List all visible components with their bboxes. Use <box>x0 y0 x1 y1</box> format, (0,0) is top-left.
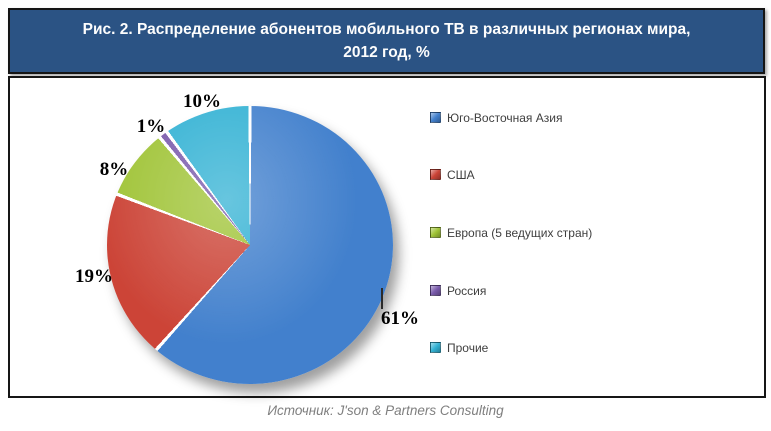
pie-data-label-usa: 19% <box>75 266 113 287</box>
leader-line <box>381 288 383 309</box>
pie-data-label-southeast-asia: 61% <box>381 308 419 329</box>
legend-label: Россия <box>447 283 487 298</box>
pie-data-label-europe: 8% <box>99 159 129 180</box>
source-text: Источник: J'son & Partners Consulting <box>267 403 504 418</box>
legend-color-chip-icon <box>430 227 441 238</box>
legend-color-chip-icon <box>430 169 441 180</box>
legend-color-chip-icon <box>430 112 441 123</box>
legend-label: Прочие <box>447 340 489 355</box>
legend-item-europe: Европа (5 ведущих стран) <box>430 223 592 242</box>
pie-data-label-russia: 1% <box>136 116 166 137</box>
legend-label: США <box>447 167 475 182</box>
figure-title-bar: Рис. 2. Распределение абонентов мобильно… <box>8 8 765 74</box>
legend-color-chip-icon <box>430 342 441 353</box>
source-line: Источник: J'son & Partners Consulting <box>0 403 771 418</box>
legend-item-usa: США <box>430 165 475 184</box>
pie-chart <box>107 106 393 384</box>
figure-title-line1: Рис. 2. Распределение абонентов мобильно… <box>82 21 691 38</box>
legend-color-chip-icon <box>430 285 441 296</box>
legend-label: Европа (5 ведущих стран) <box>447 225 593 240</box>
figure-title-line2: 2012 год, % <box>343 44 430 61</box>
pie-data-label-others: 10% <box>183 91 221 112</box>
legend-item-others: Прочие <box>430 338 488 357</box>
legend-item-southeast-asia: Юго-Восточная Азия <box>430 108 562 127</box>
chart-area: 61% 19% 8% 1% 10% Юго-Восточная Азия США… <box>8 76 766 398</box>
legend-item-russia: Россия <box>430 281 486 300</box>
legend-label: Юго-Восточная Азия <box>447 110 563 125</box>
